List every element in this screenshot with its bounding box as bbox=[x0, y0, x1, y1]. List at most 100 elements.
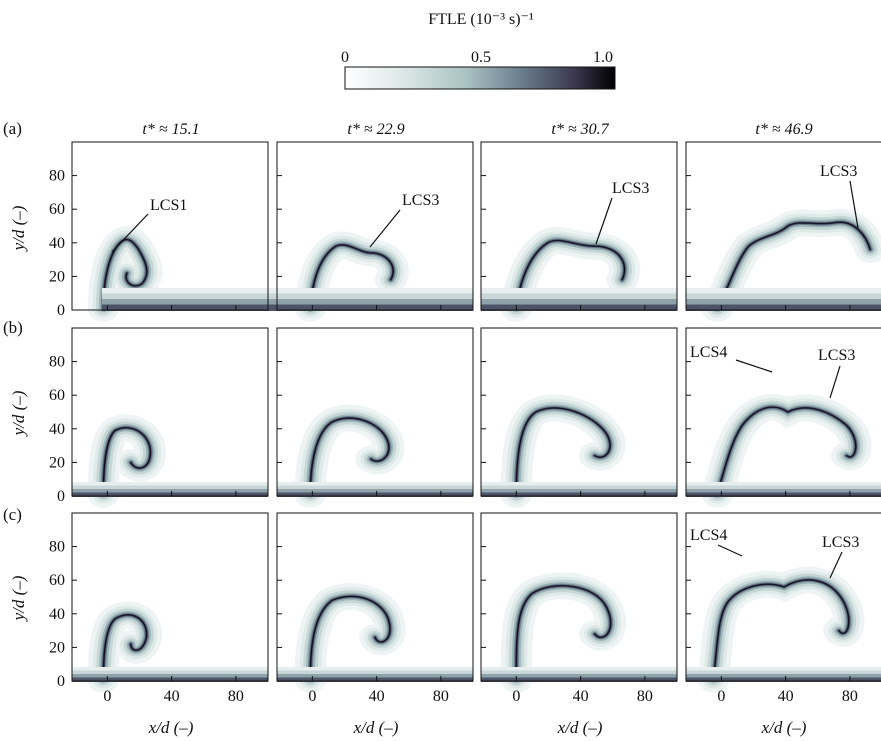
column-title-4: t* ≈ 46.9 bbox=[755, 121, 812, 138]
ftle-ridge-layer-6 bbox=[515, 585, 612, 680]
x-axis-label-col-3: x/d (–) bbox=[557, 718, 603, 737]
ftle-field bbox=[500, 394, 626, 508]
colorbar: FTLE (10⁻³ s)⁻¹ 0 0.5 1.0 bbox=[341, 11, 616, 90]
x-tick-label: 40 bbox=[164, 688, 180, 705]
row-label-b: (b) bbox=[3, 318, 23, 337]
column-titles: t* ≈ 15.1 t* ≈ 22.9 t* ≈ 30.7 t* ≈ 46.9 bbox=[142, 121, 812, 138]
wall-band-3 bbox=[481, 677, 677, 682]
panel-frame bbox=[480, 141, 678, 311]
annotation-leader bbox=[111, 213, 149, 253]
y-tick-label: 40 bbox=[49, 235, 65, 252]
y-tick-label: 80 bbox=[49, 539, 65, 556]
wall-layer bbox=[72, 667, 268, 682]
ftle-field bbox=[294, 583, 406, 693]
annotation-label: LCS4 bbox=[690, 344, 727, 361]
wall-band-3 bbox=[277, 677, 473, 682]
panel-r0-c0: 0 20 40 60 80 bbox=[49, 141, 298, 322]
x-tick-label: 0 bbox=[512, 688, 520, 705]
wall-band-2 bbox=[72, 674, 268, 679]
y-tick-label: 20 bbox=[49, 639, 65, 656]
y-tick-label: 60 bbox=[49, 201, 65, 218]
ftle-field bbox=[87, 226, 163, 322]
panel-r0-c2 bbox=[480, 141, 678, 322]
wall-band-0 bbox=[686, 482, 881, 487]
wall-band-1 bbox=[277, 670, 473, 675]
ftle-field bbox=[701, 208, 881, 322]
wall-band-3 bbox=[102, 304, 298, 311]
x-tick-label: 40 bbox=[778, 688, 794, 705]
wall-band-2 bbox=[277, 489, 473, 494]
wall-band-2 bbox=[481, 674, 677, 679]
ftle-field bbox=[697, 566, 865, 693]
wall-band-1 bbox=[277, 293, 473, 300]
x-axis-labels: x/d (–) x/d (–) x/d (–) x/d (–) bbox=[148, 718, 807, 737]
ftle-field bbox=[294, 231, 409, 322]
annotation-leader bbox=[829, 551, 843, 579]
y-tick-label: 80 bbox=[49, 354, 65, 371]
ftle-field bbox=[701, 393, 872, 508]
ftle-ridge-layer-6 bbox=[712, 579, 850, 680]
annotation-leader bbox=[849, 180, 859, 229]
panel-r2-c3: 0 40 80 bbox=[685, 512, 881, 705]
annotation-leader bbox=[369, 209, 401, 248]
y-axis-labels: y/d (–) y/d (–) y/d (–) bbox=[9, 205, 28, 622]
wall-band-2 bbox=[481, 299, 677, 306]
x-tick-label: 80 bbox=[637, 688, 653, 705]
wall-layer bbox=[102, 288, 298, 311]
wall-band-3 bbox=[72, 492, 268, 497]
ftle-field bbox=[87, 414, 167, 508]
wall-band-2 bbox=[102, 299, 298, 306]
ftle-field bbox=[500, 572, 627, 693]
wall-band-1 bbox=[481, 670, 677, 675]
x-axis-label-col-4: x/d (–) bbox=[761, 718, 807, 737]
wall-band-2 bbox=[686, 299, 881, 306]
column-title-3: t* ≈ 30.7 bbox=[551, 121, 609, 138]
y-tick-label: 60 bbox=[49, 387, 65, 404]
wall-band-0 bbox=[481, 667, 677, 672]
ftle-ridge-layer-6 bbox=[102, 427, 151, 495]
y-tick-label: 80 bbox=[49, 168, 65, 185]
wall-band-0 bbox=[481, 482, 677, 487]
wall-band-1 bbox=[72, 670, 268, 675]
panel-frame bbox=[71, 512, 269, 682]
annotation-leader bbox=[829, 365, 841, 399]
wall-band-2 bbox=[686, 674, 881, 679]
wall-band-3 bbox=[481, 304, 677, 311]
row-label-a: (a) bbox=[3, 119, 22, 138]
y-tick-label: 20 bbox=[49, 268, 65, 285]
colorbar-gradient bbox=[344, 66, 616, 90]
wall-layer bbox=[277, 288, 473, 311]
panel-r1-c3 bbox=[685, 327, 881, 508]
ftle-field bbox=[87, 601, 163, 693]
y-tick-label: 60 bbox=[49, 572, 65, 589]
y-tick-label: 40 bbox=[49, 421, 65, 438]
panel-frame bbox=[480, 512, 678, 682]
annotation: LCS4 bbox=[690, 527, 743, 557]
wall-band-3 bbox=[686, 304, 881, 311]
wall-band-2 bbox=[277, 674, 473, 679]
panel-r2-c1: 0 40 80 bbox=[276, 512, 474, 705]
ftle-ridge-layer-6 bbox=[309, 244, 394, 309]
annotation-label: LCS3 bbox=[822, 534, 859, 551]
wall-band-3 bbox=[277, 304, 473, 311]
wall-band-3 bbox=[72, 677, 268, 682]
y-tick-label: 20 bbox=[49, 454, 65, 471]
panel-frame bbox=[685, 512, 881, 682]
colorbar-tick-0: 0 bbox=[341, 49, 349, 66]
y-tick-label: 0 bbox=[57, 488, 65, 505]
panel-frame bbox=[480, 327, 678, 497]
wall-layer bbox=[686, 482, 881, 497]
panel-r0-c3 bbox=[685, 141, 881, 322]
wall-band-1 bbox=[277, 485, 473, 490]
wall-layer bbox=[481, 288, 677, 311]
annotation-leader bbox=[595, 197, 613, 245]
x-tick-label: 0 bbox=[308, 688, 316, 705]
x-axis-label-col-1: x/d (–) bbox=[148, 718, 194, 737]
panel-frame bbox=[685, 141, 881, 311]
annotation-label: LCS3 bbox=[820, 163, 857, 180]
wall-band-1 bbox=[72, 485, 268, 490]
wall-layer bbox=[481, 667, 677, 682]
panel-r2-c0: 0 40 80 0 20 40 60 80 bbox=[49, 512, 269, 705]
y-tick-label: 0 bbox=[57, 673, 65, 690]
